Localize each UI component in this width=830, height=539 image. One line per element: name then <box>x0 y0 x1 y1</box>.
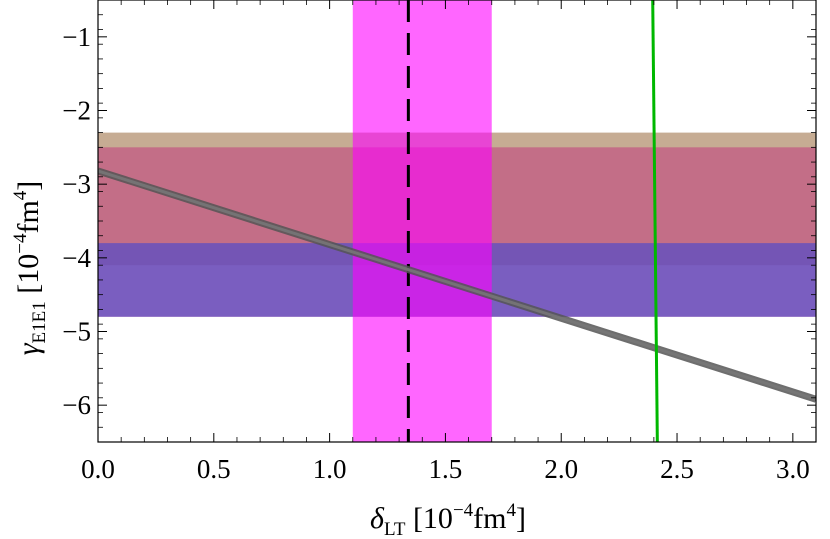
x-tick-label: 1.0 <box>313 454 347 484</box>
x-tick-label: 2.5 <box>660 454 694 484</box>
y-tick-label: −3 <box>62 169 91 199</box>
y-tick-label: −5 <box>62 317 91 347</box>
green-line <box>651 0 659 442</box>
y-tick-label: −6 <box>62 390 91 420</box>
y-axis-title: γE1E1 [10−4fm4] <box>10 181 50 356</box>
x-tick-label: 1.5 <box>429 454 463 484</box>
x-tick-label: 0.5 <box>197 454 231 484</box>
vertical-band <box>352 0 492 442</box>
gray-line <box>98 169 816 401</box>
plot-content <box>98 0 816 442</box>
y-tick-label: −2 <box>62 96 91 126</box>
x-tick-label: 3.0 <box>776 454 810 484</box>
y-tick-label: −4 <box>62 243 91 273</box>
x-tick-label: 0.0 <box>81 454 115 484</box>
x-axis-title: δLT [10−4fm4] <box>370 500 526 539</box>
x-tick-label: 2.0 <box>544 454 578 484</box>
plot-area <box>98 0 816 442</box>
y-tick-label: −1 <box>62 22 91 52</box>
axes: 0.0 0.5 1.0 1.5 2.0 2.5 3.0 −1 −2 −3 −4 −5 −6 <box>62 0 817 484</box>
